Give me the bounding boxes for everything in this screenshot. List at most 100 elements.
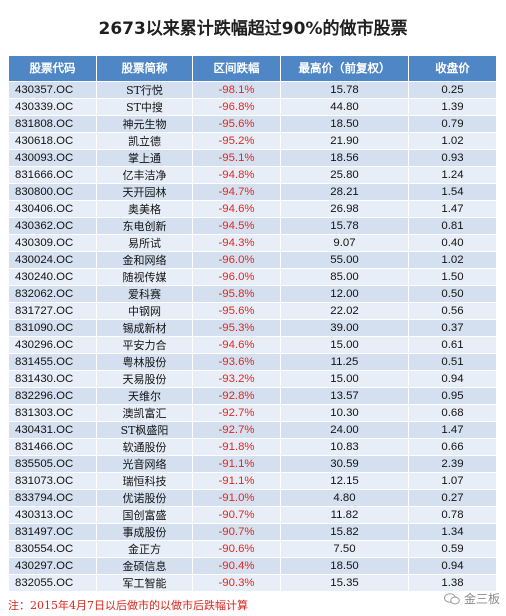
- high-price-cell: 15.35: [280, 574, 409, 592]
- close-price-cell: 0.94: [408, 557, 497, 575]
- table-row: 832296.OC 天维尔 -92.8% 13.57 0.95: [8, 387, 497, 405]
- close-price-cell: 0.51: [408, 353, 497, 371]
- table-row: 835505.OC 光音网络 -91.1% 30.59 2.39: [8, 455, 497, 473]
- stock-name-cell: ST行悦: [96, 81, 193, 99]
- stock-code-cell: 831497.OC: [8, 523, 97, 541]
- range-drop-cell: -91.1%: [192, 455, 281, 473]
- stock-code-cell: 831303.OC: [8, 404, 97, 422]
- table-row: 430024.OC 金和网络 -96.0% 55.00 1.02: [8, 251, 497, 269]
- range-drop-cell: -94.6%: [192, 336, 281, 354]
- high-price-cell: 7.50: [280, 540, 409, 558]
- watermark: 金三板: [443, 590, 500, 607]
- table-row: 832062.OC 爱科赛 -95.8% 12.00 0.50: [8, 285, 497, 303]
- header-close-price: 收盘价: [408, 55, 497, 82]
- stock-name-cell: 军工智能: [96, 574, 193, 592]
- high-price-cell: 15.78: [280, 217, 409, 235]
- table-row: 430618.OC 凯立德 -95.2% 21.90 1.02: [8, 132, 497, 150]
- stock-name-cell: 随视传媒: [96, 268, 193, 286]
- stock-code-cell: 430362.OC: [8, 217, 97, 235]
- range-drop-cell: -93.6%: [192, 353, 281, 371]
- table-row: 430309.OC 易所试 -94.3% 9.07 0.40: [8, 234, 497, 252]
- high-price-cell: 11.82: [280, 506, 409, 524]
- close-price-cell: 0.59: [408, 540, 497, 558]
- table-row: 830800.OC 天开园林 -94.7% 28.21 1.54: [8, 183, 497, 201]
- range-drop-cell: -90.3%: [192, 574, 281, 592]
- range-drop-cell: -90.4%: [192, 557, 281, 575]
- high-price-cell: 10.83: [280, 438, 409, 456]
- stock-name-cell: 金正方: [96, 540, 193, 558]
- stock-name-cell: ST中搜: [96, 98, 193, 116]
- table-row: 430093.OC 掌上通 -95.1% 18.56 0.93: [8, 149, 497, 167]
- close-price-cell: 0.37: [408, 319, 497, 337]
- high-price-cell: 39.00: [280, 319, 409, 337]
- table-row: 430240.OC 随视传媒 -96.0% 85.00 1.50: [8, 268, 497, 286]
- stock-code-cell: 832055.OC: [8, 574, 97, 592]
- stock-name-cell: 爱科赛: [96, 285, 193, 303]
- close-price-cell: 1.07: [408, 472, 497, 490]
- footnote: 注：2015年4月7日以后做市的以做市后跌幅计算: [8, 599, 248, 612]
- high-price-cell: 18.50: [280, 557, 409, 575]
- table-row: 832055.OC 军工智能 -90.3% 15.35 1.38: [8, 574, 497, 592]
- header-stock-code: 股票代码: [8, 55, 97, 82]
- stock-code-cell: 830800.OC: [8, 183, 97, 201]
- stock-code-cell: 831666.OC: [8, 166, 97, 184]
- stock-code-cell: 430357.OC: [8, 81, 97, 99]
- high-price-cell: 11.25: [280, 353, 409, 371]
- high-price-cell: 26.98: [280, 200, 409, 218]
- stock-code-cell: 830554.OC: [8, 540, 97, 558]
- table-row: 831073.OC 瑞恒科技 -91.1% 12.15 1.07: [8, 472, 497, 490]
- close-price-cell: 0.61: [408, 336, 497, 354]
- high-price-cell: 12.00: [280, 285, 409, 303]
- stock-name-cell: 事成股份: [96, 523, 193, 541]
- high-price-cell: 4.80: [280, 489, 409, 507]
- stock-code-cell: 831430.OC: [8, 370, 97, 388]
- range-drop-cell: -92.8%: [192, 387, 281, 405]
- wechat-icon: [443, 592, 460, 604]
- range-drop-cell: -94.5%: [192, 217, 281, 235]
- close-price-cell: 1.02: [408, 132, 497, 150]
- range-drop-cell: -95.3%: [192, 319, 281, 337]
- stock-code-cell: 430024.OC: [8, 251, 97, 269]
- stock-name-cell: 锡成新材: [96, 319, 193, 337]
- close-price-cell: 1.50: [408, 268, 497, 286]
- table-row: 830554.OC 金正方 -90.6% 7.50 0.59: [8, 540, 497, 558]
- close-price-cell: 0.95: [408, 387, 497, 405]
- close-price-cell: 0.56: [408, 302, 497, 320]
- range-drop-cell: -95.6%: [192, 302, 281, 320]
- range-drop-cell: -92.7%: [192, 421, 281, 439]
- high-price-cell: 85.00: [280, 268, 409, 286]
- range-drop-cell: -95.2%: [192, 132, 281, 150]
- high-price-cell: 15.00: [280, 336, 409, 354]
- range-drop-cell: -95.1%: [192, 149, 281, 167]
- table-row: 430296.OC 平安力合 -94.6% 15.00 0.61: [8, 336, 497, 354]
- range-drop-cell: -94.7%: [192, 183, 281, 201]
- stock-name-cell: 粤林股份: [96, 353, 193, 371]
- stock-name-cell: 天易股份: [96, 370, 193, 388]
- stock-code-cell: 430296.OC: [8, 336, 97, 354]
- stock-code-cell: 831808.OC: [8, 115, 97, 133]
- high-price-cell: 18.50: [280, 115, 409, 133]
- table-header-row: 股票代码 股票简称 区间跌幅 最高价（前复权） 收盘价: [8, 55, 497, 82]
- close-price-cell: 0.66: [408, 438, 497, 456]
- table-row: 831727.OC 中钢网 -95.6% 22.02 0.56: [8, 302, 497, 320]
- stock-code-cell: 833794.OC: [8, 489, 97, 507]
- range-drop-cell: -95.8%: [192, 285, 281, 303]
- stock-name-cell: 东电创新: [96, 217, 193, 235]
- close-price-cell: 0.40: [408, 234, 497, 252]
- range-drop-cell: -98.1%: [192, 81, 281, 99]
- stock-name-cell: 软通股份: [96, 438, 193, 456]
- close-price-cell: 0.94: [408, 370, 497, 388]
- stock-name-cell: 掌上通: [96, 149, 193, 167]
- stock-code-cell: 430297.OC: [8, 557, 97, 575]
- range-drop-cell: -90.7%: [192, 506, 281, 524]
- range-drop-cell: -95.6%: [192, 115, 281, 133]
- close-price-cell: 1.54: [408, 183, 497, 201]
- close-price-cell: 0.93: [408, 149, 497, 167]
- high-price-cell: 44.80: [280, 98, 409, 116]
- range-drop-cell: -96.0%: [192, 268, 281, 286]
- high-price-cell: 9.07: [280, 234, 409, 252]
- high-price-cell: 55.00: [280, 251, 409, 269]
- stock-code-cell: 430339.OC: [8, 98, 97, 116]
- close-price-cell: 0.78: [408, 506, 497, 524]
- range-drop-cell: -90.6%: [192, 540, 281, 558]
